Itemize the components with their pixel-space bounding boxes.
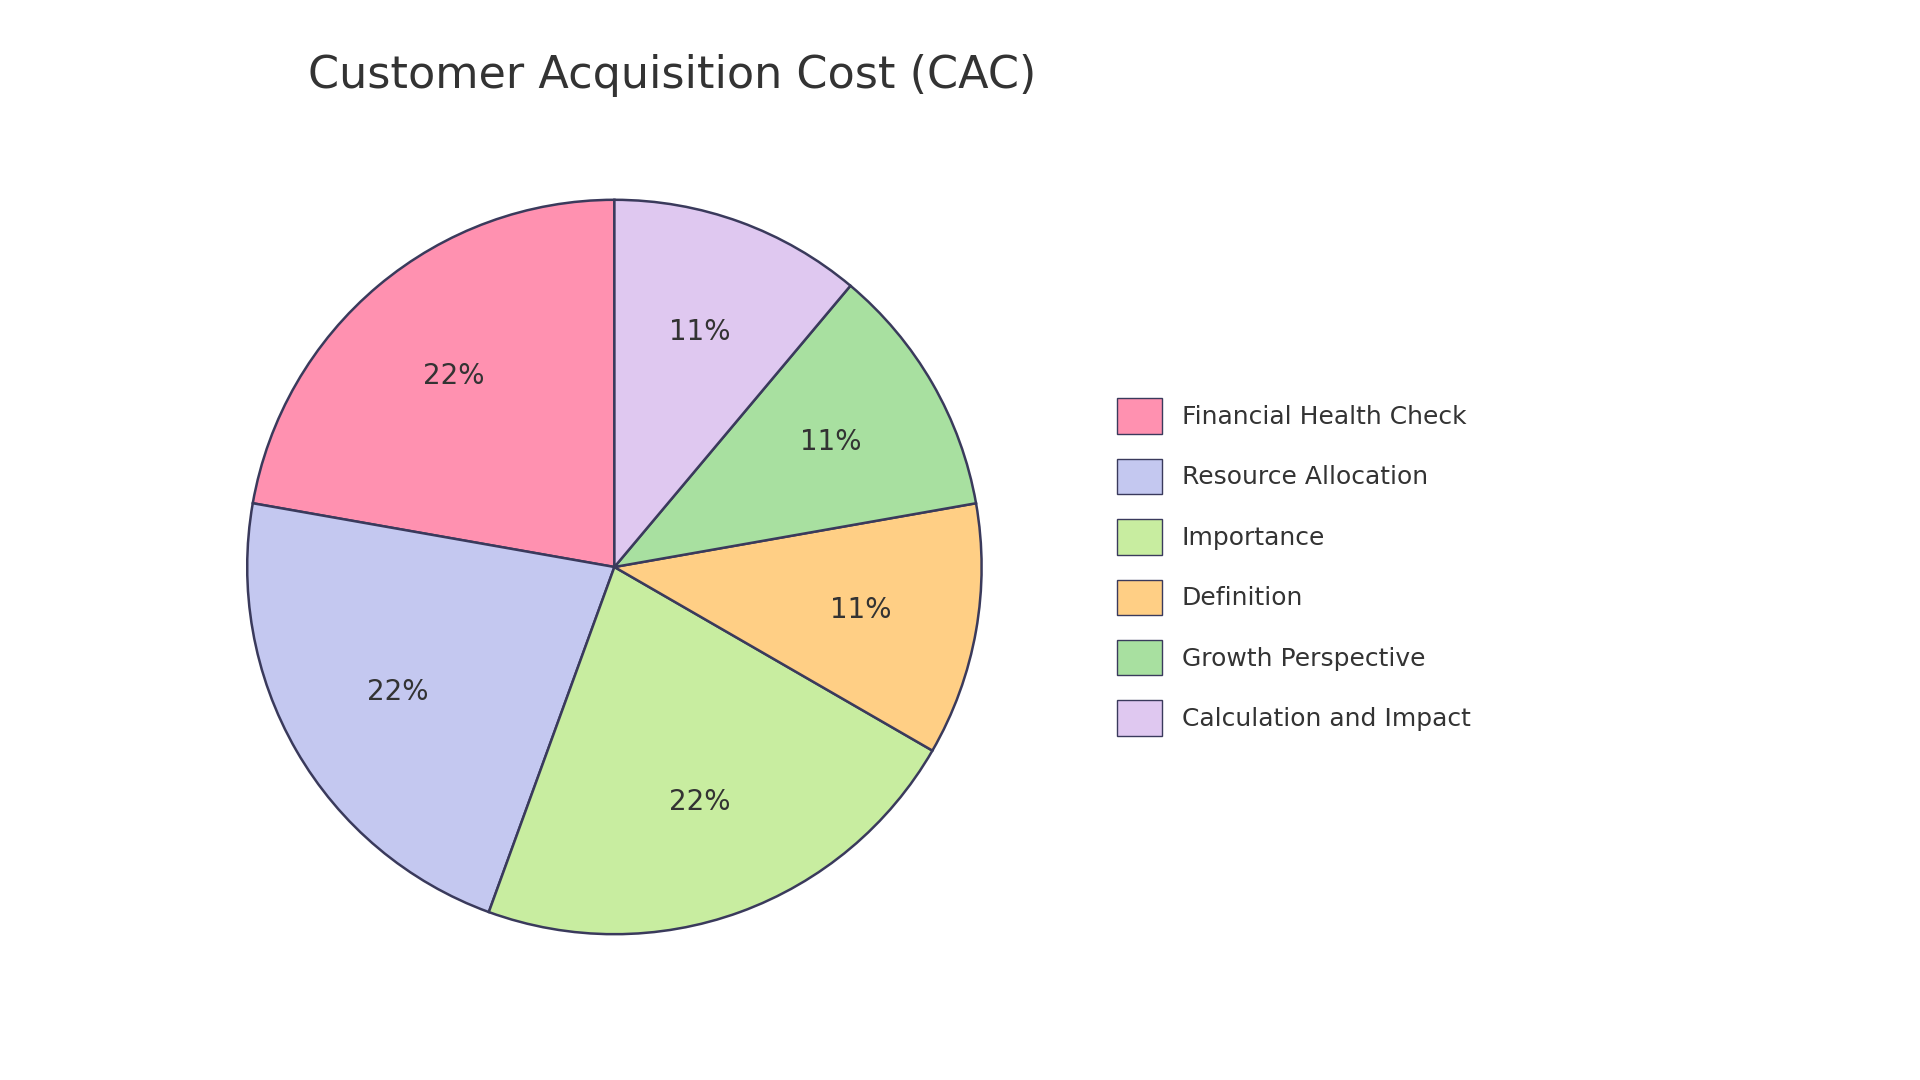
Wedge shape (253, 200, 614, 567)
Wedge shape (248, 503, 614, 912)
Wedge shape (614, 286, 975, 567)
Text: Customer Acquisition Cost (CAC): Customer Acquisition Cost (CAC) (307, 54, 1037, 97)
Text: 22%: 22% (668, 787, 730, 815)
Text: 11%: 11% (801, 428, 862, 456)
Wedge shape (614, 503, 981, 751)
Text: 22%: 22% (367, 678, 428, 706)
Text: 22%: 22% (422, 362, 484, 390)
Legend: Financial Health Check, Resource Allocation, Importance, Definition, Growth Pers: Financial Health Check, Resource Allocat… (1104, 386, 1482, 748)
Wedge shape (490, 567, 933, 934)
Text: 11%: 11% (668, 319, 730, 347)
Text: 11%: 11% (829, 596, 891, 624)
Wedge shape (614, 200, 851, 567)
